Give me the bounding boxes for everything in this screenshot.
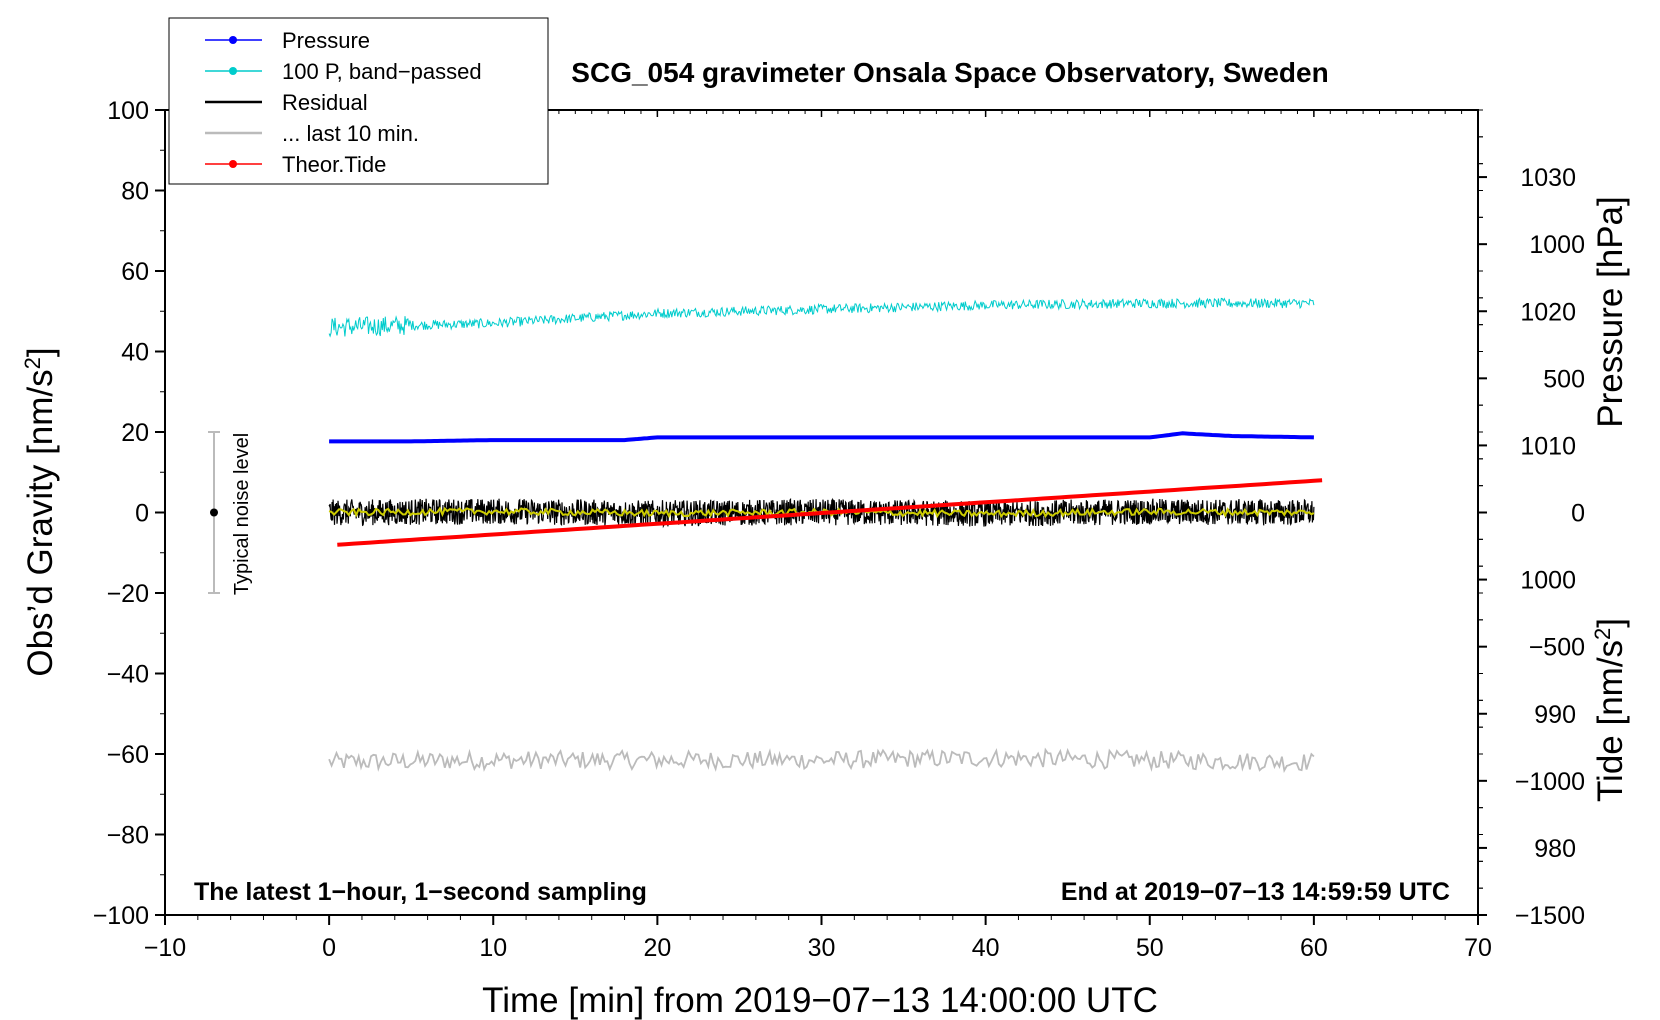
x-tick-label: 30 [808, 934, 836, 962]
pressure-tick-label: 1030 [1520, 164, 1576, 192]
pressure-tick-label: 1020 [1520, 298, 1576, 326]
tide-tick-label: 0 [1571, 500, 1585, 528]
x-tick-label: 50 [1136, 934, 1164, 962]
tide-axis-label-sup: 2 [1590, 628, 1615, 640]
tide-tick-label: −500 [1529, 634, 1585, 662]
tide-tick-label: −1000 [1515, 768, 1585, 796]
x-tick-label: −10 [144, 934, 186, 962]
pressure-tick-label: 990 [1534, 701, 1576, 729]
y-tick-label: −60 [107, 741, 149, 769]
y-axis-label-text: Obs’d Gravity [nm/s [21, 369, 60, 676]
pressure-tick-label: 980 [1534, 835, 1576, 863]
tide-tick-label: −1500 [1515, 902, 1585, 930]
pressure-tick-label: 1000 [1520, 567, 1576, 595]
pressure-axis-label: Pressure [hPa] [1591, 196, 1630, 428]
tide-ticks: 1000 500 0 −500 −1000 −1500 [1478, 109, 1585, 930]
y-tick-label: 20 [121, 419, 149, 447]
chart-title: SCG_054 gravimeter Onsala Space Observat… [571, 57, 1328, 88]
y-tick-label: 100 [107, 97, 149, 125]
series-band-passed [328, 297, 1315, 338]
x-ticks: −10 0 10 20 30 40 50 60 70 [144, 110, 1492, 962]
pressure-tick-label: 1010 [1520, 432, 1576, 460]
noise-label: Typical noise level [231, 433, 253, 595]
y-axis-label-end: ] [21, 347, 60, 357]
legend-label: ... last 10 min. [282, 121, 419, 146]
x-tick-label: 0 [322, 934, 336, 962]
y-tick-label: 60 [121, 258, 149, 286]
noise-indicator: Typical noise level [208, 431, 253, 595]
legend-marker [229, 36, 237, 44]
note-end-time: End at 2019−07−13 14:59:59 UTC [1061, 878, 1450, 906]
series-pressure [329, 431, 1314, 444]
y-tick-label: −80 [107, 822, 149, 850]
legend-label: Residual [282, 90, 368, 115]
tide-tick-label: 500 [1543, 365, 1585, 393]
legend-marker [229, 160, 237, 168]
series-layer [328, 297, 1323, 774]
tide-axis-label: Tide [nm/s2] [1590, 618, 1630, 802]
x-tick-label: 10 [479, 934, 507, 962]
y-ticks: 100 80 60 40 20 0 −20 −40 −60 −80 −100 [93, 97, 165, 930]
legend-label: Pressure [282, 28, 370, 53]
x-tick-label: 20 [643, 934, 671, 962]
legend-label: 100 P, band−passed [282, 59, 482, 84]
y-tick-label: −20 [107, 580, 149, 608]
y-tick-label: 80 [121, 178, 149, 206]
series-tide [337, 478, 1323, 547]
legend-marker [229, 67, 237, 75]
x-tick-label: 40 [972, 934, 1000, 962]
y-tick-label: 0 [135, 500, 149, 528]
legend-label: Theor.Tide [282, 152, 386, 177]
noise-center-dot [210, 508, 218, 517]
tide-tick-label: 1000 [1529, 231, 1585, 259]
series-last-10-min [328, 747, 1315, 774]
x-tick-label: 60 [1300, 934, 1328, 962]
y-axis-label: Obs’d Gravity [nm/s2] [20, 347, 60, 676]
y-axis-label-sup: 2 [20, 357, 45, 369]
y-tick-label: 40 [121, 339, 149, 367]
pressure-ticks: 1030 1020 1010 1000 990 980 [1478, 109, 1576, 916]
x-tick-label: 70 [1464, 934, 1492, 962]
legend: Pressure 100 P, band−passed Residual ... la… [168, 17, 549, 185]
y-tick-label: −100 [93, 902, 149, 930]
x-axis-label: Time [min] from 2019−07−13 14:00:00 UTC [482, 981, 1158, 1020]
tide-axis-label-text: Tide [nm/s [1591, 640, 1630, 802]
y-tick-label: −40 [107, 661, 149, 689]
tide-axis-label-end: ] [1591, 618, 1630, 628]
note-sampling: The latest 1−hour, 1−second sampling [194, 878, 647, 906]
